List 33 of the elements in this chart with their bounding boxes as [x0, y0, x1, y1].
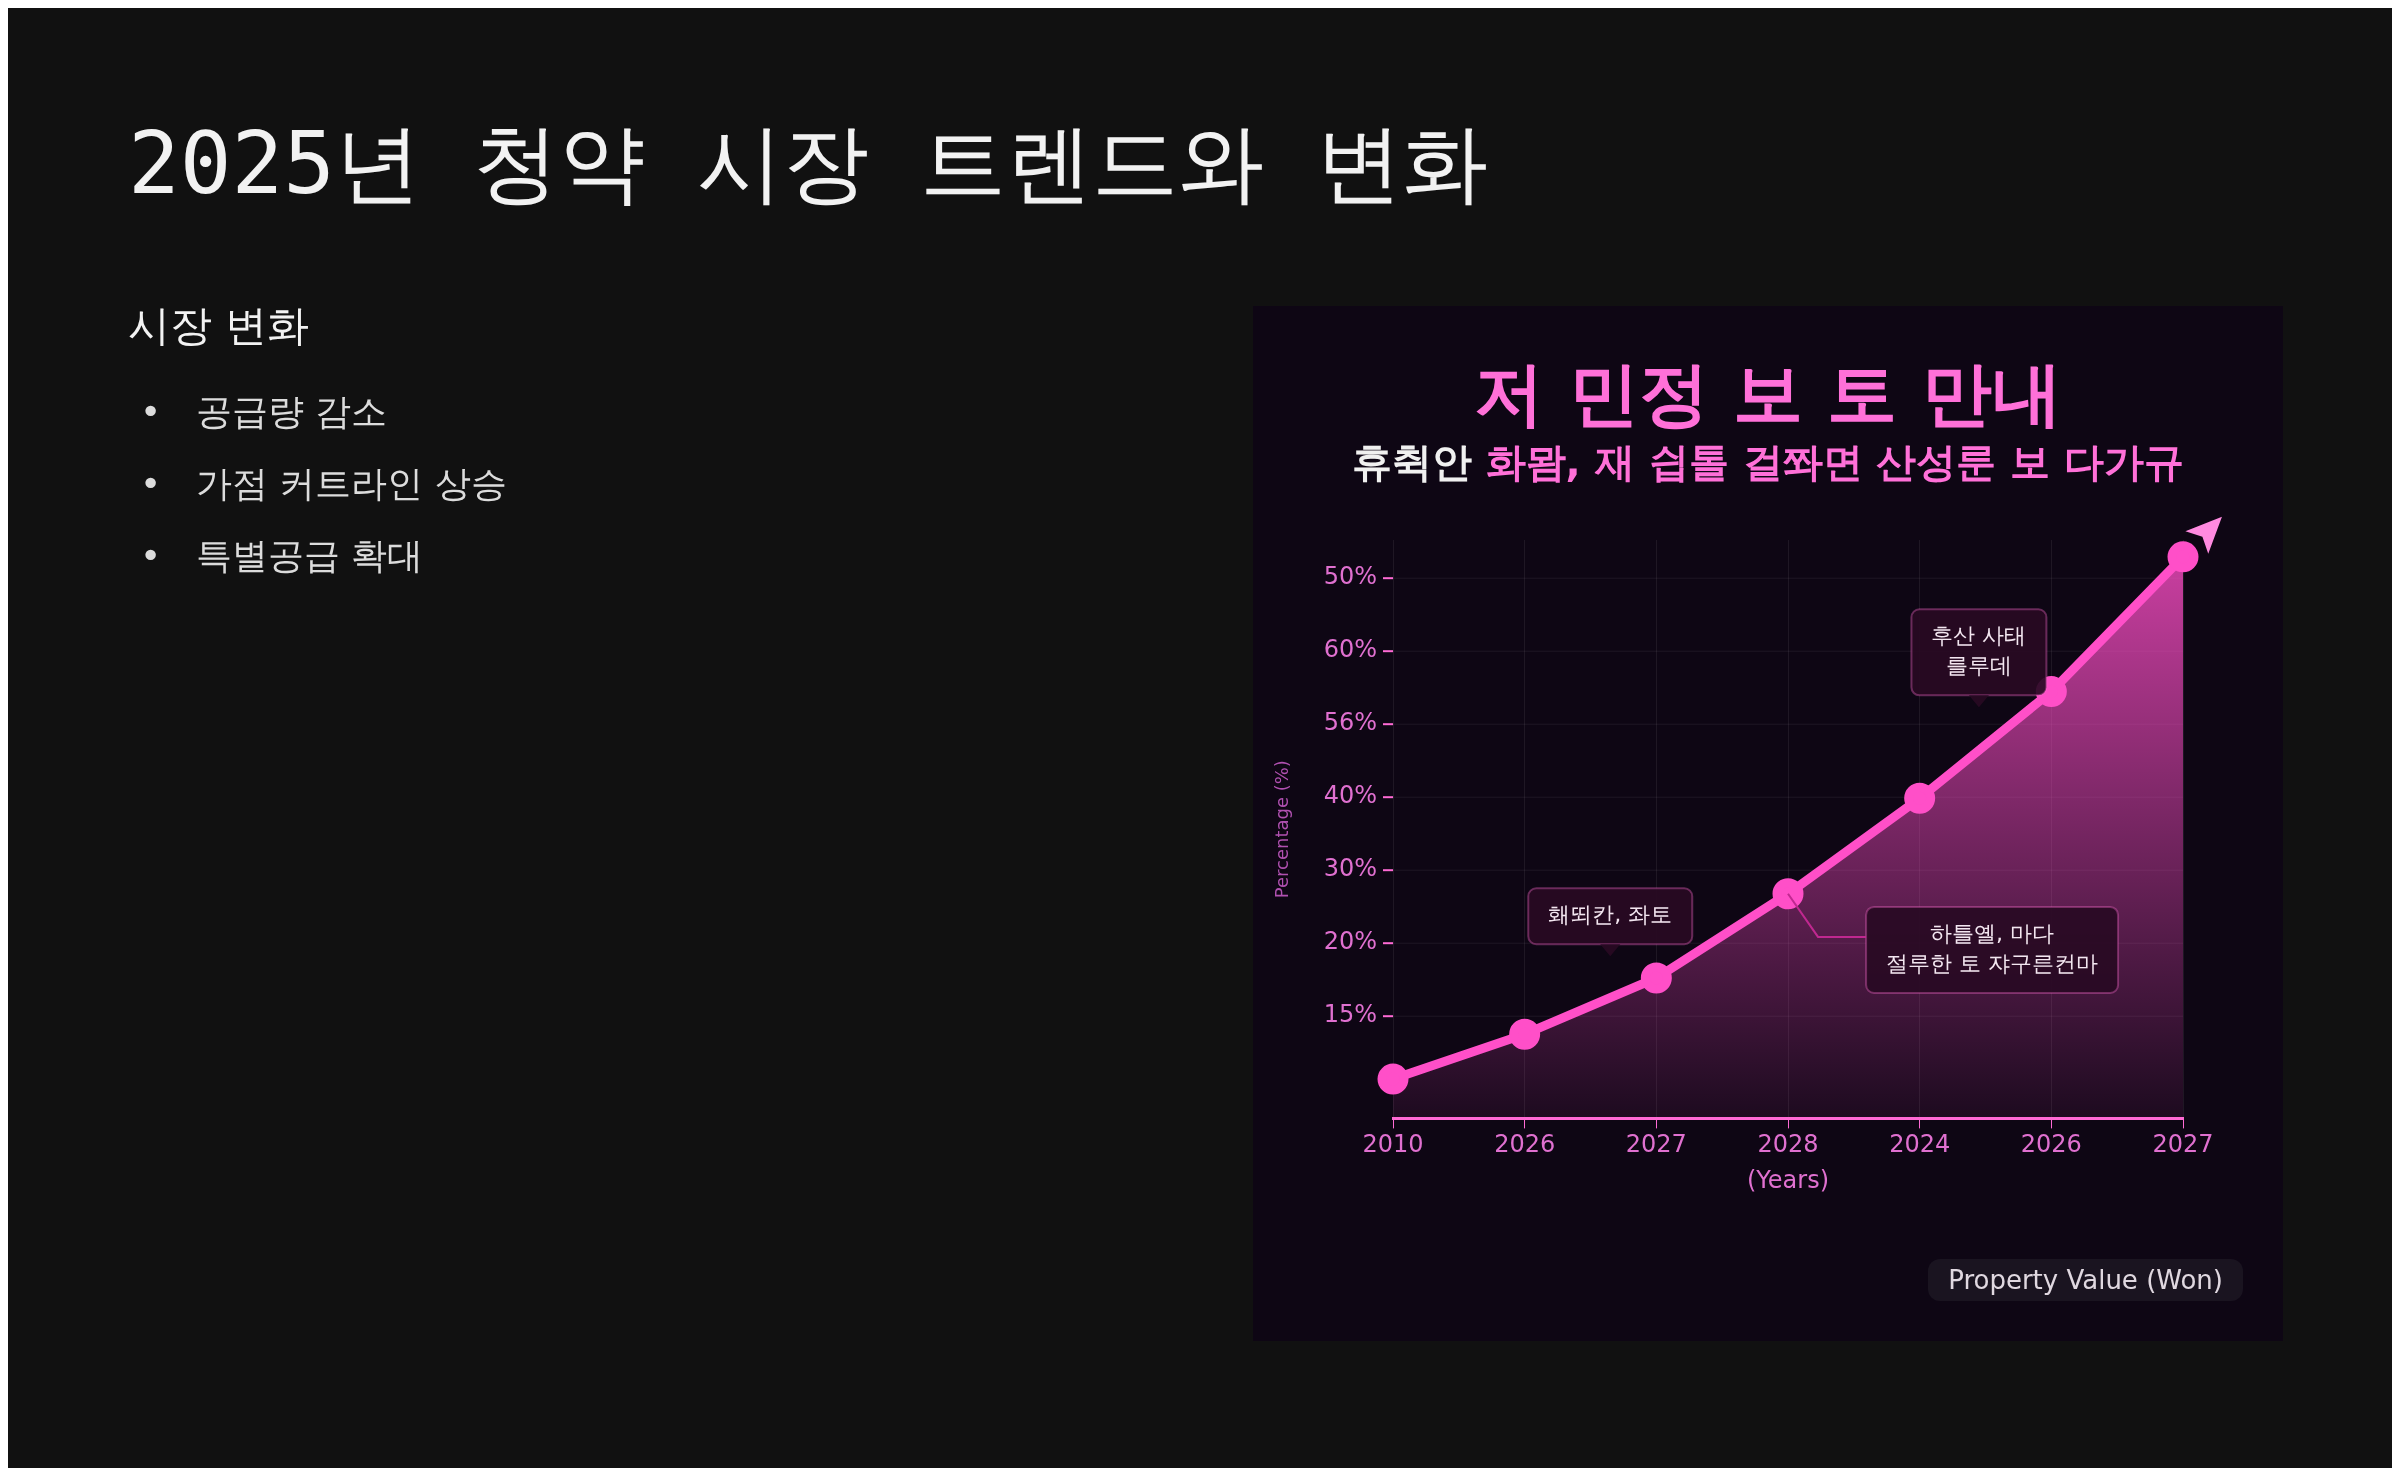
text: • 공급량 감소: [140, 390, 388, 434]
y-axis-title: Percentage (%): [1270, 760, 1292, 899]
text: 40%: [1323, 781, 1377, 810]
point: [1904, 782, 1936, 814]
text: Property Value (Won): [1928, 1259, 2243, 1301]
x-tick-label: 2010: [1362, 1130, 1424, 1159]
x-tick-label: 2026: [2020, 1130, 2082, 1159]
chart-subtitle: 휴췩안 화뫔, 재 싑톨 걸쫘면 산성룬 보 다가규: [1351, 439, 2185, 485]
text: 15%: [1323, 1000, 1377, 1029]
x-tick-label: 2026: [1494, 1130, 1556, 1159]
text: 60%: [1323, 635, 1377, 664]
annotation: 후산 사태 를루데: [1931, 623, 2027, 679]
text: 20%: [1323, 927, 1377, 956]
text: • 가점 커트라인 상승: [140, 462, 507, 506]
point: [1772, 878, 1804, 910]
x-tick-label: 2024: [1889, 1130, 1951, 1159]
text: 50%: [1323, 562, 1377, 591]
point: [2167, 541, 2199, 573]
x-tick-label: 2027: [2152, 1130, 2214, 1159]
point: [1377, 1063, 1409, 1095]
text: 30%: [1323, 854, 1377, 883]
annotation: 홰뙤칸, 좌토: [1548, 901, 1673, 927]
x-tick-label: 2027: [1625, 1130, 1687, 1159]
text: 2025년 청약 시장 트렌드와 변화: [128, 112, 1489, 215]
x-axis-title: (Years): [1746, 1165, 1830, 1194]
point: [1509, 1018, 1541, 1050]
point: [1640, 962, 1672, 994]
annotation: 하틀옐, 마다 절루한 토 쟈구른컨마: [1886, 920, 2099, 976]
chart-title: 저 민정 보 토 만내: [1473, 353, 2063, 435]
text: 56%: [1323, 708, 1377, 737]
text: • 특별공급 확대: [140, 534, 424, 578]
text: 시장 변화: [128, 300, 311, 352]
x-tick-label: 2028: [1757, 1130, 1819, 1159]
